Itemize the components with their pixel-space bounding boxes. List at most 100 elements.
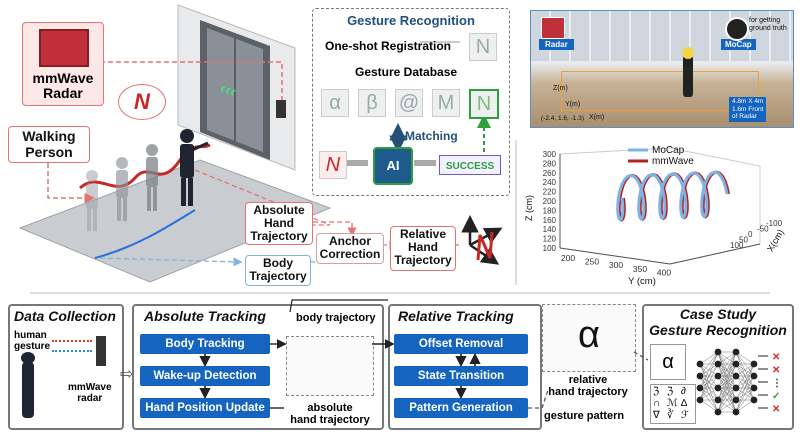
nn-node bbox=[714, 384, 722, 392]
ground-truth-note: for getting ground truth bbox=[749, 17, 787, 32]
z-tick-label: 220 bbox=[543, 188, 557, 197]
gesture-database-row: α β @ M N bbox=[321, 89, 505, 119]
step-wake-up-detection: Wake-up Detection bbox=[140, 366, 270, 386]
x-tick-label: 50 bbox=[739, 236, 748, 245]
nn-node bbox=[714, 396, 722, 404]
photo-mocap-device bbox=[725, 17, 749, 41]
nn-edge bbox=[735, 363, 755, 389]
relative-hand-glyph: α bbox=[578, 314, 600, 356]
human-gesture-label: human gesture bbox=[14, 330, 51, 352]
collection-person bbox=[22, 362, 34, 418]
gesture-pattern-label: gesture pattern bbox=[544, 410, 625, 422]
template-glyph: ℳ bbox=[667, 398, 678, 409]
nn-output-mark: ✕ bbox=[772, 352, 780, 363]
collection-radar bbox=[96, 336, 106, 366]
nn-node bbox=[696, 396, 704, 404]
nn-node bbox=[696, 384, 704, 392]
nn-node bbox=[714, 360, 722, 368]
x-tick-label: -50 bbox=[757, 225, 769, 234]
photo-mocap-tag: MoCap bbox=[721, 39, 756, 50]
nn-node bbox=[714, 348, 722, 356]
relative-hand-label: relative hand trajectory bbox=[548, 374, 628, 398]
database-glyph: @ bbox=[395, 89, 423, 117]
gesture-template-grid: ℨ ℨ ∂ ∩ ℳ ∆ ∇ ∛ ℱ bbox=[650, 384, 696, 424]
nn-edge bbox=[717, 351, 737, 365]
photo-area bbox=[561, 71, 759, 111]
walking-person-main bbox=[180, 129, 209, 206]
case-input-glyph: α bbox=[662, 351, 674, 373]
nn-node bbox=[750, 396, 758, 404]
z-tick-label: 260 bbox=[543, 169, 557, 178]
relative-hand-trajectory-box: Relative Hand Trajectory bbox=[390, 226, 456, 271]
photo-z-axis: Z(m) bbox=[553, 85, 568, 92]
thought-glyph: N bbox=[134, 89, 150, 114]
mmwave-radar-label: mmWave radar bbox=[68, 382, 112, 404]
photo-person-head bbox=[682, 47, 694, 59]
neural-network: ✕ ✕ ⋮ ✓ ✕ bbox=[696, 348, 782, 416]
collection-arrow: ⇨ bbox=[120, 366, 134, 383]
nn-edge bbox=[717, 363, 737, 413]
wave-signal bbox=[52, 340, 92, 352]
photo-x-axis: X(m) bbox=[589, 114, 605, 121]
nn-edge bbox=[699, 399, 719, 413]
x-tick-label: 100 bbox=[730, 241, 744, 250]
body-trajectory-label: body trajectory bbox=[296, 312, 376, 324]
legend-label: MoCap bbox=[652, 145, 685, 156]
photo-radar-board bbox=[541, 17, 565, 39]
z-tick-label: 160 bbox=[543, 216, 557, 225]
absolute-hand-plot bbox=[286, 336, 374, 396]
absolute-tracking-title: Absolute Tracking bbox=[144, 308, 266, 324]
z-axis-label: Z (cm) bbox=[524, 195, 534, 221]
nn-node bbox=[732, 384, 740, 392]
ai-chip: AI bbox=[373, 147, 413, 185]
y-axis-line bbox=[559, 247, 671, 265]
nn-node bbox=[732, 372, 740, 380]
radar-board bbox=[39, 29, 89, 67]
nn-edge bbox=[735, 363, 755, 377]
nn-output-mark: ✕ bbox=[772, 404, 780, 415]
registration-label: One-shot Registration bbox=[325, 39, 452, 53]
template-glyph: ∩ bbox=[653, 398, 661, 409]
collection-person-head bbox=[21, 352, 35, 364]
x-tick-label: -100 bbox=[766, 219, 783, 228]
template-glyph: ∛ bbox=[667, 410, 674, 421]
nn-output-mark: ✓ bbox=[772, 391, 780, 402]
case-study-title: Case Study Gesture Recognition bbox=[649, 306, 787, 338]
series-mocap-line bbox=[616, 170, 729, 222]
nn-edge bbox=[735, 363, 755, 413]
gesture-database-label: Gesture Database bbox=[355, 65, 458, 79]
legend-label: mmWave bbox=[652, 156, 694, 167]
relative-tracking-title: Relative Tracking bbox=[398, 308, 514, 324]
area-note: 4.8m X 4m 1.6m Front of Radar bbox=[729, 97, 767, 122]
nn-node bbox=[696, 360, 704, 368]
radar-photo-box: mmWave Radar bbox=[22, 22, 104, 106]
template-glyph: ℨ bbox=[653, 386, 660, 397]
nn-edge bbox=[735, 399, 755, 413]
nn-edge bbox=[717, 351, 737, 389]
walking-person-label: Walking Person bbox=[8, 126, 90, 163]
nn-node bbox=[732, 360, 740, 368]
ai-label: AI bbox=[386, 158, 400, 173]
registration-glyph: N bbox=[469, 33, 497, 61]
relative-hand-plot: α bbox=[542, 304, 636, 372]
nn-edge bbox=[735, 387, 755, 413]
step-pattern-generation: Pattern Generation bbox=[394, 398, 528, 418]
z-tick-label: 240 bbox=[543, 178, 557, 187]
nn-edge bbox=[717, 399, 737, 413]
y-tick-label: 400 bbox=[657, 267, 671, 277]
nn-edge bbox=[717, 351, 737, 401]
nn-edge bbox=[699, 387, 719, 401]
nn-edge bbox=[717, 351, 737, 377]
nn-edge bbox=[735, 363, 755, 401]
nn-edge bbox=[699, 351, 719, 401]
absolute-hand-label: absolute hand trajectory bbox=[290, 402, 370, 426]
walking-person-2 bbox=[116, 157, 128, 221]
z-tick-label: 120 bbox=[543, 235, 557, 244]
step-offset-removal: Offset Removal bbox=[394, 334, 528, 354]
nn-node bbox=[750, 384, 758, 392]
matching-label: Matching bbox=[405, 129, 458, 143]
x-tick-label: 0 bbox=[748, 230, 753, 239]
z-tick-label: 140 bbox=[543, 225, 557, 234]
